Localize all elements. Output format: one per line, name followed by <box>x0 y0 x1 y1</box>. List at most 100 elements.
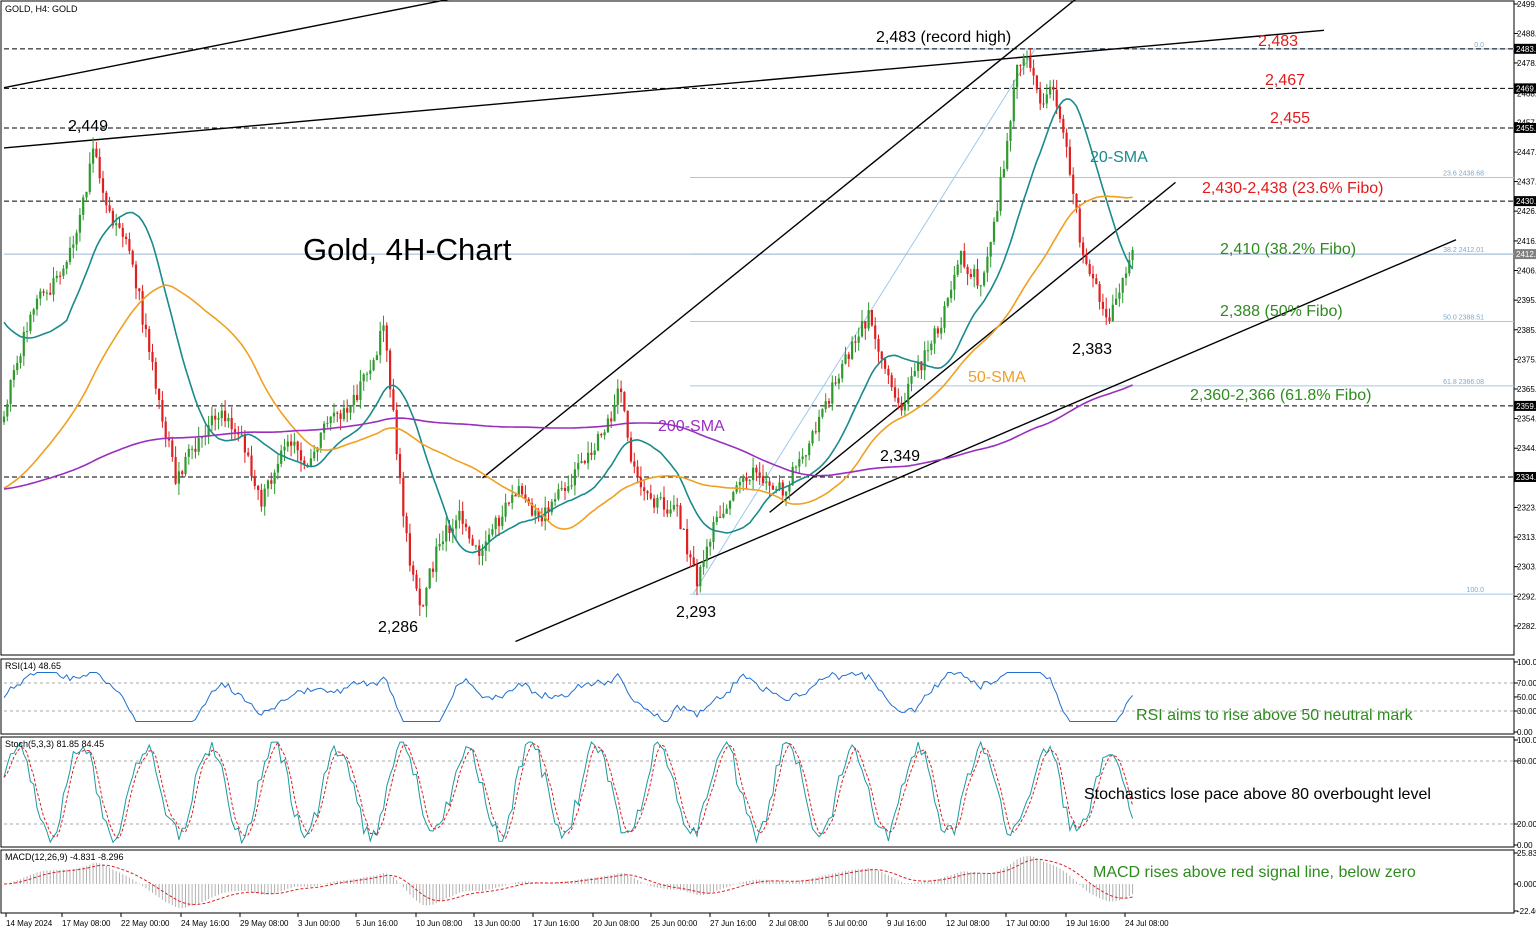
price-tag <box>1514 471 1536 482</box>
y-tick-label: 2385.64 <box>1517 326 1536 335</box>
candle-body <box>1025 57 1029 59</box>
candle-body <box>672 505 675 510</box>
x-tick-label: 29 May 08:00 <box>240 919 289 928</box>
candle-body <box>722 513 725 518</box>
candle-body <box>616 388 619 405</box>
x-tick-label: 19 Jul 16:00 <box>1066 919 1110 928</box>
candle-body <box>719 516 722 518</box>
candle-body <box>441 541 444 545</box>
candle-body <box>494 517 497 530</box>
candle-body <box>742 477 745 483</box>
candle-body <box>148 329 151 352</box>
x-tick-label: 10 Jun 08:00 <box>416 919 463 928</box>
price-tag <box>1514 196 1536 207</box>
candle-body <box>983 272 986 286</box>
y-tick-label: 2313.40 <box>1517 533 1536 542</box>
candle-body <box>857 336 860 343</box>
candle-body <box>207 425 210 436</box>
candle-body <box>824 401 827 409</box>
candle-body <box>415 574 418 589</box>
price-tag <box>1514 83 1536 94</box>
candle-body <box>834 382 837 384</box>
candle-body <box>200 437 204 439</box>
candle-body <box>953 274 956 290</box>
candle-body <box>75 232 78 245</box>
candle-body <box>752 467 755 481</box>
candle-body <box>811 431 814 444</box>
annotation-fibo-38: 2,410 (38.2% Fibo) <box>1220 241 1356 258</box>
candle-body <box>662 497 666 510</box>
candle-body <box>870 309 873 326</box>
candle-body <box>184 456 187 475</box>
candle-body <box>29 314 32 332</box>
candle-body <box>1131 249 1134 261</box>
candle-body <box>464 523 468 528</box>
candle-body <box>907 383 910 404</box>
annotation-2467: 2,467 <box>1265 72 1305 89</box>
candle-body <box>491 529 494 535</box>
candle-body <box>897 397 900 403</box>
candle-body <box>85 191 88 198</box>
rsi-tick-label: 0.00 <box>1517 728 1533 737</box>
candle-body <box>134 264 138 289</box>
candle-body <box>59 275 62 277</box>
candle-body <box>319 432 322 448</box>
candle-body <box>332 412 336 417</box>
candle-body <box>138 288 141 292</box>
y-tick-label: 2344.36 <box>1517 444 1536 453</box>
candle-body <box>903 403 906 411</box>
rsi-line <box>3 671 1133 722</box>
stoch-k-line <box>3 740 1134 845</box>
candle-body <box>398 453 402 478</box>
candle-body <box>603 432 606 436</box>
macd-label: MACD(12,26,9) -4.831 -8.296 <box>5 852 124 862</box>
channel-lower-line <box>769 181 1176 513</box>
fib-label: 100.0 <box>1466 587 1484 594</box>
candle-body <box>659 497 662 499</box>
candle-body <box>19 356 22 363</box>
candle-body <box>910 375 913 384</box>
price-tag-label: 2430.47 <box>1516 197 1536 206</box>
candle-body <box>62 268 65 276</box>
candle-body <box>867 309 870 329</box>
candle-body <box>860 320 864 337</box>
candle-body <box>890 375 893 388</box>
candle-body <box>224 410 227 422</box>
candle-body <box>550 501 553 513</box>
labels: GOLD, H4: GOLD Gold, 4H-Chart 2,449 2,48… <box>5 4 1431 881</box>
candle-body <box>425 587 428 606</box>
candle-body <box>537 510 540 517</box>
candle-body <box>854 341 857 343</box>
candle-body <box>372 360 375 371</box>
candle-body <box>728 500 732 509</box>
candle-body <box>563 487 567 491</box>
fib-label: 50.0 2388.51 <box>1443 315 1484 322</box>
candle-body <box>837 378 840 384</box>
candle-body <box>283 446 286 451</box>
fib-label: 38.2 2412.01 <box>1443 247 1484 254</box>
candle-body <box>266 480 270 489</box>
price-tag-label: 2359.11 <box>1516 402 1536 411</box>
candle-body <box>290 441 293 446</box>
candle-body <box>293 441 296 446</box>
stoch-tick-label: 20.00 <box>1517 820 1536 829</box>
price-tag-label: 2469.76 <box>1516 84 1536 93</box>
candle-body <box>946 298 949 306</box>
candle-body <box>580 461 583 463</box>
candle-body <box>32 309 35 315</box>
candle-body <box>973 268 976 277</box>
candle-body <box>758 472 761 476</box>
candle-body <box>620 388 623 393</box>
candle-body <box>1022 58 1025 66</box>
candle-body <box>1068 146 1071 175</box>
main-panel-frame <box>0 0 1515 656</box>
candle-body <box>775 488 778 490</box>
stoch-note: Stochastics lose pace above 80 overbough… <box>1084 786 1431 803</box>
candle-body <box>428 568 431 588</box>
candle-body <box>1121 277 1124 293</box>
candle-body <box>814 431 817 433</box>
rsi-tick-label: 50.00 <box>1517 693 1536 702</box>
candle-body <box>732 491 735 501</box>
annotation-fibo-23: 2,430-2,438 (23.6% Fibo) <box>1202 180 1383 197</box>
candle-body <box>16 362 19 371</box>
